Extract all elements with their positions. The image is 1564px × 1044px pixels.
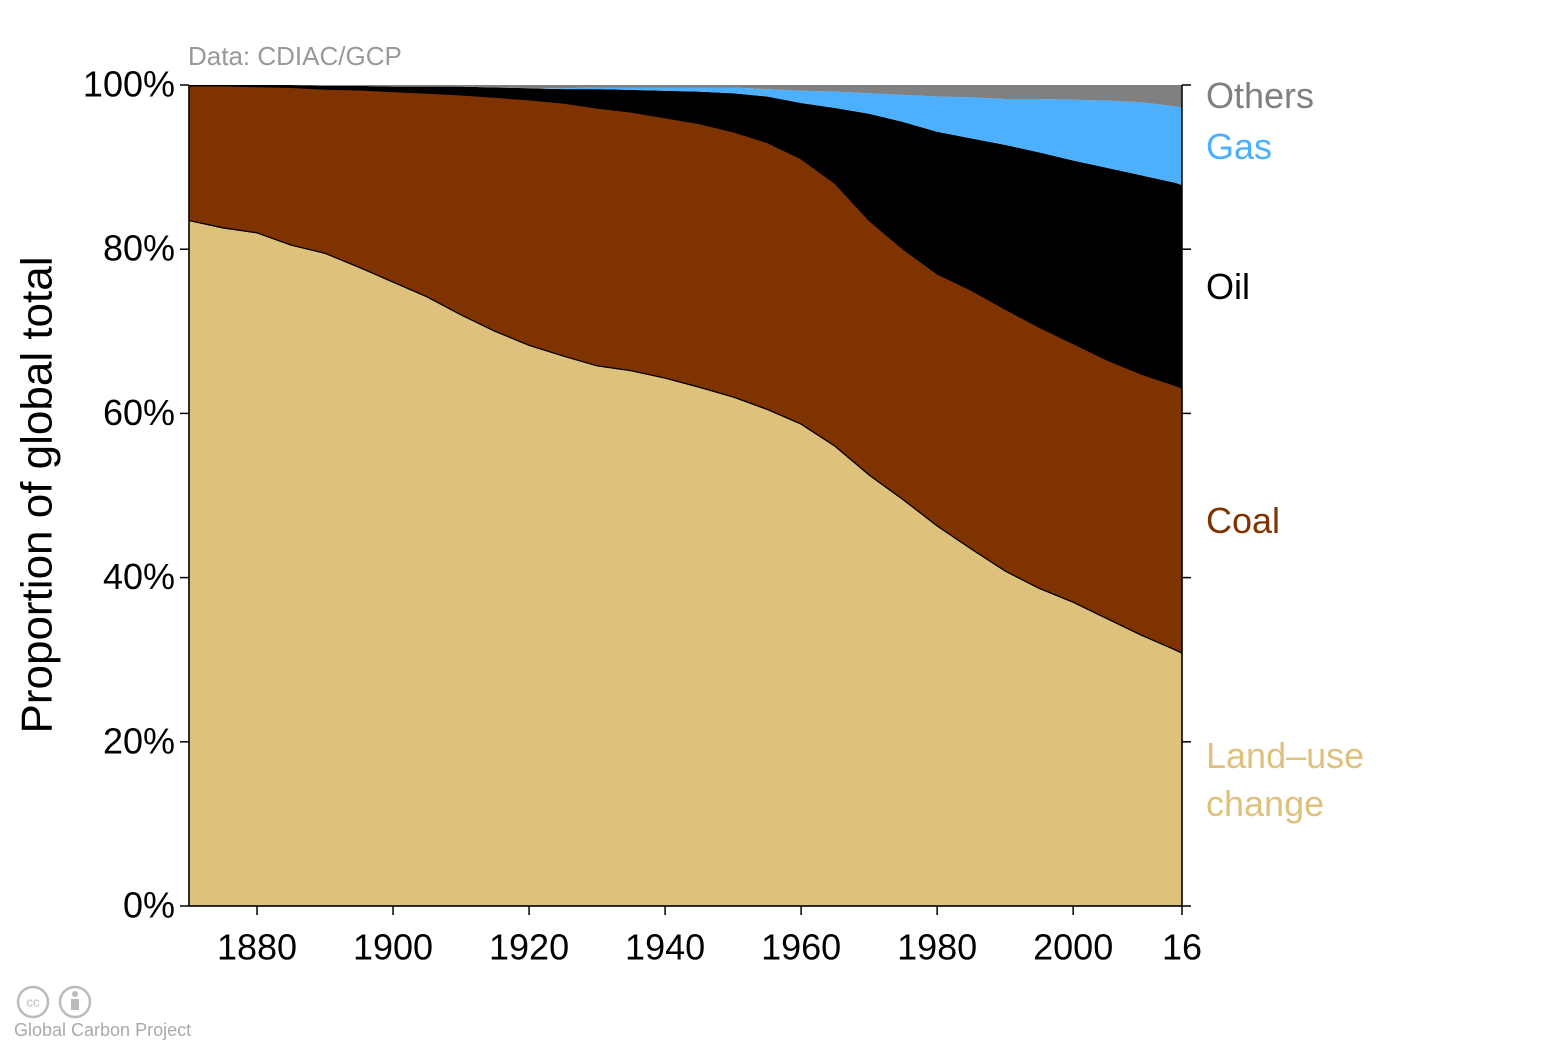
legend-label: Coal: [1206, 499, 1281, 541]
x-tick-label: 1960: [761, 927, 841, 968]
source-note: Data: CDIAC/GCP: [188, 41, 402, 71]
x-tick-label: 1980: [897, 927, 977, 968]
y-tick-label: 40%: [103, 556, 175, 597]
y-tick-label: 100%: [83, 64, 175, 105]
area: [189, 85, 1182, 388]
x-tick-label: 1900: [353, 927, 433, 968]
x-tick-label: 2000: [1033, 927, 1113, 968]
svg-text:cc: cc: [27, 994, 41, 1009]
y-tick-label: 20%: [103, 720, 175, 761]
y-tick-label: 60%: [103, 392, 175, 433]
footer: Global Carbon Project: [14, 1020, 191, 1040]
legend-label: Gas: [1206, 125, 1273, 167]
area: [189, 85, 1182, 108]
y-tick-label: 0%: [123, 885, 175, 926]
y-axis-label: Proportion of global total: [13, 257, 62, 734]
x-tick-label: 1880: [217, 927, 297, 968]
x-tick-label: 1920: [489, 927, 569, 968]
x-tick-label: 1940: [625, 927, 705, 968]
x-tick-label: 16: [1162, 927, 1202, 968]
legend-label: Others: [1206, 75, 1315, 117]
plot-area: [188, 85, 1183, 907]
legend-label: Oil: [1206, 265, 1250, 307]
y-tick-label: 80%: [103, 228, 175, 269]
legend-label: Land–use change: [1206, 734, 1365, 824]
area: [189, 85, 1182, 186]
cc-icons: cc: [16, 985, 92, 1019]
